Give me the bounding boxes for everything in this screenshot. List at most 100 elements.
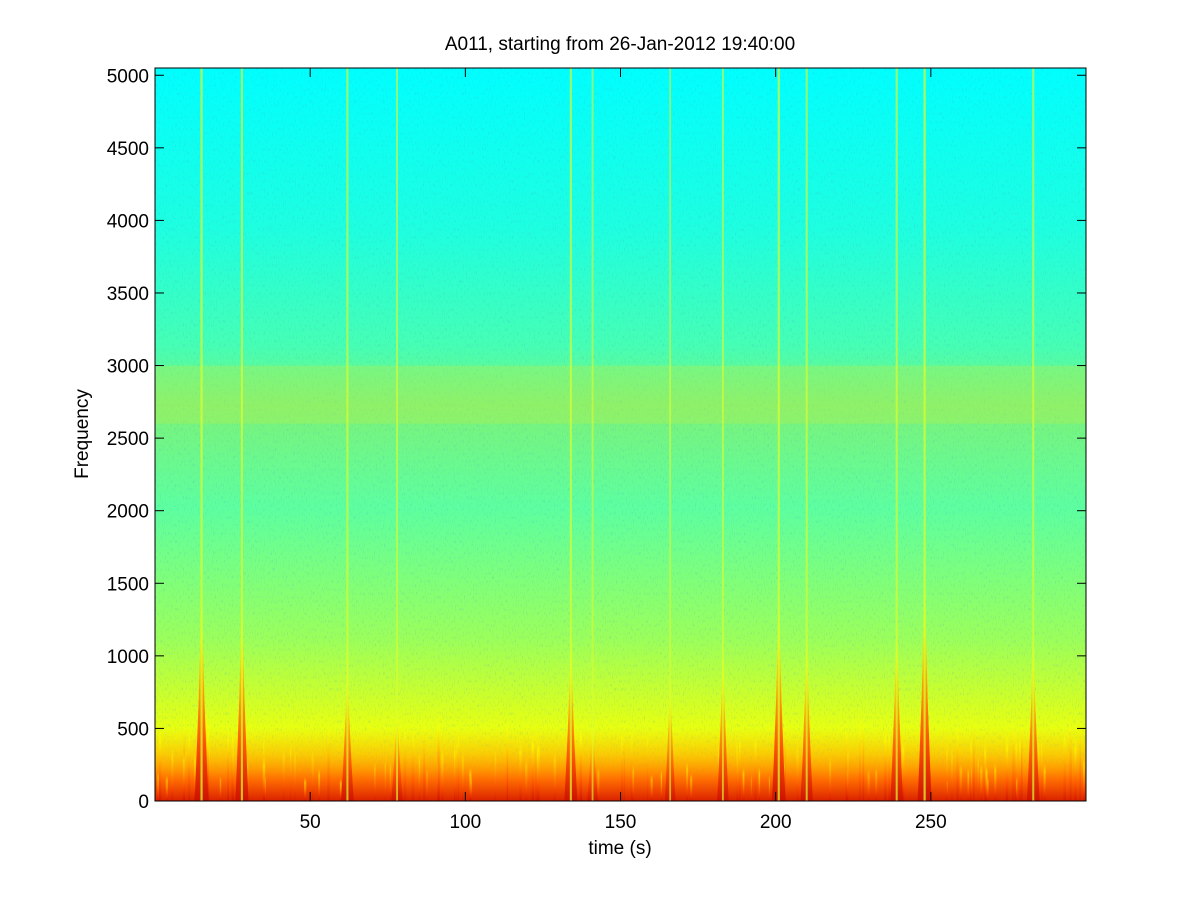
minor-spike [456, 735, 458, 801]
minor-spike [1014, 714, 1016, 801]
minor-spike [829, 756, 832, 801]
minor-spike [750, 774, 752, 801]
minor-spike [1083, 756, 1085, 801]
minor-spike [182, 751, 186, 801]
minor-spike [1079, 712, 1081, 801]
minor-spike [736, 736, 738, 801]
minor-spike [171, 747, 174, 801]
minor-spike [441, 748, 444, 801]
minor-spike [157, 771, 159, 801]
minor-spike [1074, 737, 1077, 801]
minor-spike [1015, 776, 1018, 801]
minor-spike [884, 725, 887, 801]
minor-spike [232, 744, 234, 801]
y-tick-label: 3000 [107, 357, 149, 378]
minor-spike [646, 728, 649, 801]
minor-spike [1063, 727, 1066, 801]
minor-spike [206, 725, 209, 801]
y-tick-label: 4000 [107, 211, 149, 232]
minor-spike [690, 773, 693, 801]
minor-spike [754, 732, 757, 801]
minor-spike [506, 717, 509, 801]
minor-spike [418, 752, 421, 801]
minor-spike [845, 720, 848, 801]
y-tick-label: 500 [117, 719, 149, 740]
y-tick-label: 0 [138, 792, 149, 813]
minor-spike [403, 721, 407, 801]
minor-spike [977, 754, 979, 801]
minor-spike [262, 757, 266, 801]
minor-spike [290, 740, 292, 801]
minor-spike [796, 743, 799, 801]
x-tick-label: 250 [915, 812, 947, 833]
broadband-events [155, 68, 1086, 801]
minor-spike [738, 734, 741, 801]
minor-spike [303, 777, 307, 801]
x-axis-ticks: 50 100 150 200 250 [300, 68, 947, 833]
plot-area [155, 68, 1086, 801]
minor-spike [630, 727, 633, 801]
minor-spike [165, 775, 168, 801]
chart-title: A011, starting from 26-Jan-2012 19:40:00 [445, 34, 795, 55]
minor-spike [597, 767, 600, 801]
minor-spike [959, 764, 963, 801]
minor-spike [579, 724, 583, 801]
minor-spike [423, 712, 426, 801]
minor-spike [901, 738, 905, 801]
minor-spike [758, 767, 761, 801]
minor-spike [384, 758, 387, 801]
minor-spike [987, 776, 989, 801]
minor-spike [875, 767, 878, 801]
minor-spike [531, 733, 534, 801]
y-tick-label: 2500 [107, 429, 149, 450]
minor-spike [536, 744, 539, 801]
minor-spike [784, 711, 786, 801]
minor-spike [453, 742, 456, 801]
minor-spike [946, 741, 948, 801]
x-tick-label: 50 [300, 812, 321, 833]
y-tick-label: 1000 [107, 647, 149, 668]
minor-spike [311, 749, 314, 801]
minor-spike [469, 768, 472, 801]
minor-spike [457, 726, 460, 801]
minor-spike [1015, 735, 1018, 801]
minor-spike [374, 760, 376, 801]
frequency-band [155, 365, 1086, 424]
minor-spike [327, 716, 330, 801]
minor-spike [623, 717, 626, 801]
minor-spike [620, 727, 623, 801]
minor-spike [437, 709, 440, 801]
minor-spike [951, 746, 953, 801]
minor-spike [411, 721, 413, 801]
minor-spike [859, 713, 861, 801]
minor-spike [846, 746, 849, 801]
minor-spike [1012, 715, 1015, 801]
y-axis-label: Frequency [72, 389, 93, 479]
noise-texture [155, 68, 1086, 801]
minor-spike [967, 767, 970, 801]
y-tick-label: 3500 [107, 284, 149, 305]
minor-spike [888, 726, 890, 801]
minor-spike [956, 721, 959, 801]
x-tick-label: 200 [760, 812, 792, 833]
speckle-noise [155, 68, 1086, 801]
x-tick-label: 150 [605, 812, 637, 833]
minor-spike [535, 720, 537, 801]
minor-spike [1069, 710, 1072, 801]
x-tick-label: 100 [449, 812, 481, 833]
minor-spike [867, 769, 870, 801]
minor-spike [462, 754, 464, 801]
minor-spike [389, 761, 392, 801]
minor-spike [246, 756, 249, 801]
minor-spike [1021, 711, 1023, 801]
minor-spike [207, 718, 209, 801]
minor-spike [519, 740, 522, 801]
minor-spike [525, 758, 528, 801]
minor-spike [1043, 763, 1046, 801]
minor-spike [193, 752, 196, 801]
minor-spike [970, 764, 972, 801]
y-axis-ticks: 0 500 1000 1500 2000 2500 3000 3500 4000 4500 5000 [107, 66, 1086, 813]
minor-spike [339, 778, 342, 801]
minor-spike [862, 707, 865, 801]
